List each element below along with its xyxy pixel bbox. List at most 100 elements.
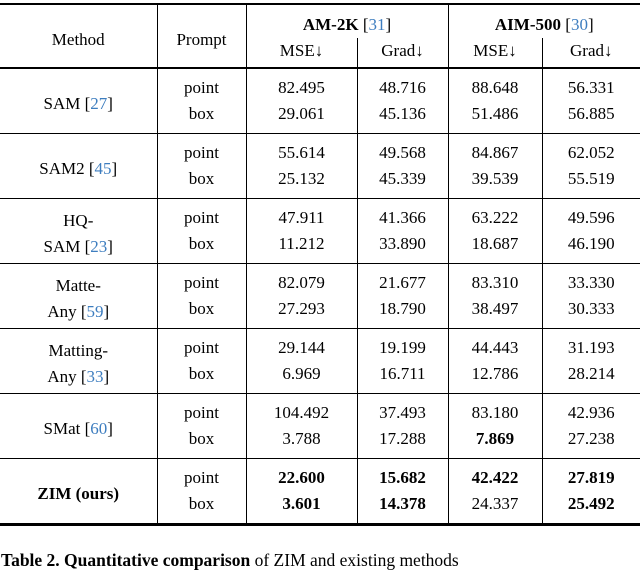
metric-value: 42.422 <box>448 458 543 491</box>
method-group: SAM [27] point 82.495 48.716 88.648 56.331 box… <box>0 68 640 134</box>
metric-value: 24.337 <box>448 491 543 525</box>
prompt-type: box <box>157 231 247 264</box>
metric-value: 6.969 <box>246 361 358 394</box>
metric-value: 49.596 <box>567 208 615 227</box>
metric-value: 56.331 <box>567 78 615 97</box>
metric-value: 22.600 <box>246 458 358 491</box>
metric-value: 104.492 <box>246 393 358 426</box>
metric-value: 15.682 <box>357 458 449 491</box>
col-header-am2k: AM-2K [31] <box>246 4 449 38</box>
prompt-type: point <box>157 263 247 296</box>
prompt-type: point <box>157 328 247 361</box>
method-group: Matting- Any [33] point 29.144 19.199 44.443 3… <box>0 328 640 394</box>
col-header-grad-am2k: Grad↓ <box>357 38 449 68</box>
method-name: SMat [60] <box>0 393 158 459</box>
metric-value: 82.079 <box>246 263 358 296</box>
metric-value: 83.310 <box>448 263 543 296</box>
metric-value: 28.214 <box>567 364 615 383</box>
metric-value: 33.890 <box>357 231 449 264</box>
table-caption: Table 2. Quantitative comparison of ZIM … <box>0 549 640 571</box>
metric-value: 17.288 <box>357 426 449 459</box>
table-header: Method Prompt AM-2K [31] AIM-500 [30] MS… <box>0 4 640 68</box>
citation-link[interactable]: 23 <box>90 237 108 256</box>
prompt-type: point <box>157 393 247 426</box>
citation-link[interactable]: 45 <box>94 159 112 178</box>
prompt-type: box <box>157 491 247 525</box>
caption-text: of ZIM and existing methods <box>250 550 459 570</box>
metric-value: 55.614 <box>246 133 358 166</box>
method-name: SAM [27] <box>0 68 158 134</box>
method-group: HQ- SAM [23] point 47.911 41.366 63.222 49.596… <box>0 198 640 264</box>
metric-value: 45.339 <box>357 166 449 199</box>
method-label: Matting- <box>48 341 109 360</box>
metric-value: 31.193 <box>567 338 615 357</box>
metric-value: 45.136 <box>357 101 449 134</box>
citation-link[interactable]: 30 <box>570 15 588 34</box>
caption-label: Table 2. Quantitative comparison <box>1 550 251 570</box>
method-label: Matte- <box>55 276 101 295</box>
citation-link[interactable]: 31 <box>368 15 386 34</box>
method-label: ZIM (ours) <box>37 484 120 503</box>
prompt-type: point <box>157 458 247 491</box>
col-header-method: Method <box>0 4 158 68</box>
method-label: SAM <box>43 237 81 256</box>
method-label: SAM <box>43 94 81 113</box>
method-group: SMat [60] point 104.492 37.493 83.180 42.936 b… <box>0 393 640 459</box>
col-header-mse-aim500: MSE↓ <box>448 38 543 68</box>
metric-value: 16.711 <box>357 361 449 394</box>
citation-link[interactable]: 60 <box>90 419 108 438</box>
metric-value: 21.677 <box>357 263 449 296</box>
metric-value: 27.293 <box>246 296 358 329</box>
metric-value: 33.330 <box>567 273 615 292</box>
method-label: SAM2 <box>39 159 85 178</box>
metric-value: 39.539 <box>448 166 543 199</box>
prompt-type: box <box>157 296 247 329</box>
method-group: ZIM (ours) point 22.600 15.682 42.422 27.819 b… <box>0 458 640 525</box>
metric-value: 84.867 <box>448 133 543 166</box>
metric-value: 29.144 <box>246 328 358 361</box>
col-header-grad-aim500: Grad↓ <box>570 41 613 60</box>
citation-link[interactable]: 33 <box>86 367 104 386</box>
metric-value: 29.061 <box>246 101 358 134</box>
prompt-type: box <box>157 101 247 134</box>
metric-value: 55.519 <box>567 169 615 188</box>
metric-value: 18.687 <box>448 231 543 264</box>
metric-value: 42.936 <box>567 403 615 422</box>
metric-value: 27.819 <box>567 468 615 487</box>
dataset-name: AM-2K <box>302 15 359 34</box>
metric-value: 37.493 <box>357 393 449 426</box>
method-label: HQ- <box>63 211 94 230</box>
metric-value: 49.568 <box>357 133 449 166</box>
metric-value: 88.648 <box>448 68 543 101</box>
metric-value: 48.716 <box>357 68 449 101</box>
metric-value: 62.052 <box>567 143 615 162</box>
metric-value: 11.212 <box>246 231 358 264</box>
citation-link[interactable]: 59 <box>86 302 104 321</box>
metric-value: 51.486 <box>448 101 543 134</box>
metric-value: 56.885 <box>567 104 615 123</box>
method-name: ZIM (ours) <box>0 458 158 525</box>
metric-value: 83.180 <box>448 393 543 426</box>
metric-value: 12.786 <box>448 361 543 394</box>
method-name: HQ- SAM [23] <box>0 198 158 264</box>
metric-value: 30.333 <box>567 299 615 318</box>
prompt-type: box <box>157 361 247 394</box>
metric-value: 19.199 <box>357 328 449 361</box>
prompt-type: point <box>157 68 247 101</box>
dataset-name: AIM-500 <box>494 15 562 34</box>
method-label: Any <box>47 367 77 386</box>
metric-value: 47.911 <box>246 198 358 231</box>
metric-value: 41.366 <box>357 198 449 231</box>
metric-value: 25.132 <box>246 166 358 199</box>
method-label: Any <box>47 302 77 321</box>
citation-link[interactable]: 27 <box>90 94 108 113</box>
method-name: Matting- Any [33] <box>0 328 158 394</box>
metric-value: 3.601 <box>246 491 358 525</box>
metric-value: 25.492 <box>567 494 615 513</box>
prompt-type: box <box>157 426 247 459</box>
method-name: SAM2 [45] <box>0 133 158 199</box>
prompt-type: box <box>157 166 247 199</box>
paper-table-figure: Method Prompt AM-2K [31] AIM-500 [30] MS… <box>0 3 640 571</box>
prompt-type: point <box>157 198 247 231</box>
metric-value: 14.378 <box>357 491 449 525</box>
